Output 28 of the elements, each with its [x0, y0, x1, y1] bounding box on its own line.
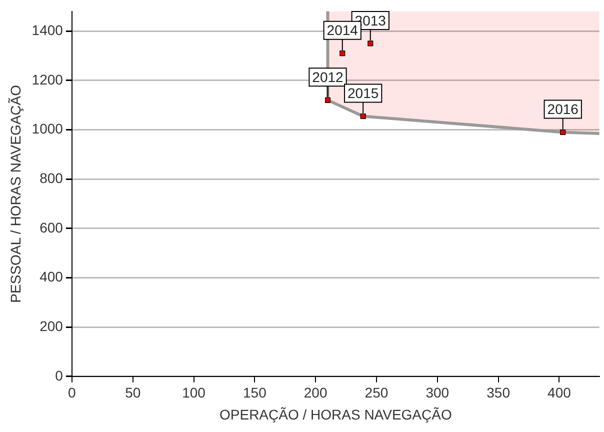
point	[368, 40, 374, 46]
x-tick-label: 50	[125, 384, 141, 401]
point	[340, 50, 346, 56]
annotation: 2015	[348, 85, 379, 102]
point	[324, 97, 331, 103]
x-tick-label: 350	[486, 384, 510, 401]
point	[360, 113, 366, 119]
annotation: 2014	[326, 22, 358, 38]
x-tick-label: 200	[304, 384, 328, 401]
point	[560, 129, 566, 136]
y-tick-label: 0	[55, 367, 64, 384]
y-axis-title: PESSOAL / HORAS NAVEGAÇÃO	[7, 84, 24, 303]
x-tick-label: 250	[364, 384, 388, 401]
annotation: 2012	[312, 69, 344, 86]
y-tick-label: 1200	[32, 71, 64, 88]
x-tick-label: 100	[182, 384, 206, 401]
x-axis-title: OPERAÇÃO / HORAS NAVEGAÇÃO	[219, 406, 452, 422]
y-tick-label: 200	[40, 318, 64, 334]
x-tick-label: 400	[548, 384, 572, 401]
x-tick-label: 150	[242, 384, 267, 401]
y-tick-label: 600	[40, 219, 64, 236]
x-tick-label: 0	[68, 384, 76, 401]
y-tick-label: 400	[40, 268, 64, 285]
y-tick-label: 1400	[32, 22, 64, 38]
y-tick-label: 800	[40, 170, 64, 186]
annotation: 2016	[547, 101, 579, 118]
y-tick-label: 1000	[32, 120, 64, 137]
x-tick-label: 300	[426, 384, 450, 401]
